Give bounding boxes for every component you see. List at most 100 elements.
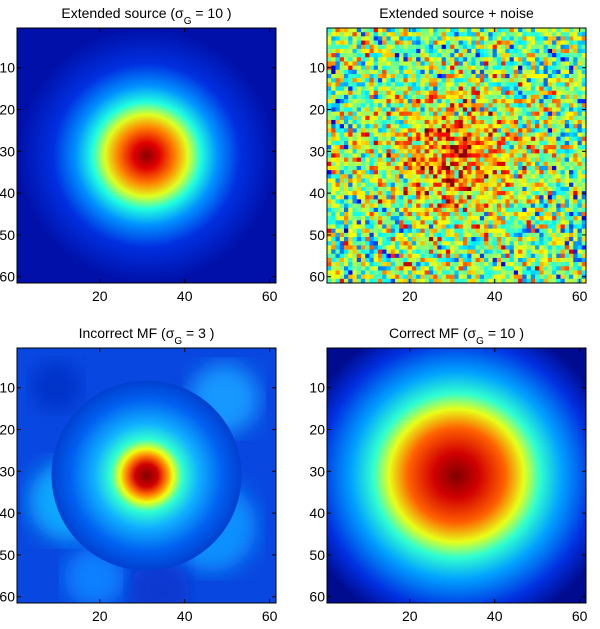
noise-cell: [382, 32, 387, 37]
noise-cell: [488, 32, 493, 37]
noise-cell: [518, 69, 523, 75]
noise-cell: [573, 40, 578, 46]
noise-cell: [543, 245, 549, 250]
noise-cell: [496, 119, 502, 125]
noise-cell: [462, 153, 468, 158]
noise-cell: [420, 207, 425, 213]
noise-cell: [399, 182, 404, 188]
noise-cell: [522, 178, 527, 183]
x-tick-label: 20: [402, 288, 418, 304]
noise-cell: [360, 224, 366, 229]
noise-cell: [488, 195, 493, 200]
noise-cell: [560, 40, 566, 46]
noise-cell: [462, 86, 468, 92]
noise-cell: [560, 107, 566, 112]
noise-cell: [581, 119, 586, 125]
noise-cell: [403, 178, 408, 183]
noise-cell: [454, 211, 459, 217]
noise-cell: [530, 145, 536, 150]
noise-cell: [373, 178, 379, 183]
noise-cell: [450, 157, 455, 163]
noise-cell: [467, 157, 472, 163]
noise-cell: [369, 257, 375, 263]
noise-cell: [543, 207, 549, 213]
noise-cell: [530, 32, 536, 37]
noise-cell: [331, 32, 336, 37]
noise-cell: [556, 220, 561, 225]
noise-cell: [445, 216, 451, 221]
noise-cell: [377, 149, 383, 154]
noise-cell: [505, 224, 510, 229]
noise-cell: [526, 111, 532, 117]
noise-cell: [505, 211, 510, 217]
noise-cell: [352, 257, 358, 263]
noise-cell: [552, 149, 557, 154]
noise-cell: [428, 245, 434, 250]
noise-cell: [339, 86, 345, 92]
noise-cell: [450, 73, 455, 79]
noise-cell: [535, 82, 540, 87]
noise-cell: [581, 94, 586, 100]
noise-cell: [505, 145, 510, 150]
noise-cell: [386, 132, 391, 137]
noise-cell: [560, 99, 566, 104]
noise-cell: [356, 90, 362, 96]
noise-cell: [543, 32, 549, 37]
noise-cell: [428, 228, 434, 234]
noise-cell: [369, 270, 375, 275]
noise-cell: [509, 249, 515, 255]
noise-cell: [348, 270, 353, 275]
noise-cell: [454, 249, 459, 255]
noise-cell: [399, 145, 404, 150]
noise-cell: [339, 174, 345, 179]
noise-cell: [339, 186, 345, 192]
noise-cell: [394, 161, 400, 167]
noise-cell: [433, 90, 438, 96]
noise-cell: [505, 82, 510, 87]
noise-cell: [462, 107, 468, 112]
y-tick-label: 60: [309, 269, 325, 285]
noise-cell: [547, 257, 553, 263]
noise-cell: [331, 90, 336, 96]
noise-cell: [445, 241, 451, 246]
noise-cell: [492, 124, 498, 129]
noise-cell: [339, 182, 345, 188]
noise-cell: [556, 211, 561, 217]
noise-cell: [365, 253, 370, 259]
noise-cell: [424, 228, 430, 234]
noise-cell: [564, 266, 570, 271]
noise-cell: [360, 36, 366, 41]
noise-cell: [352, 119, 358, 125]
noise-cell: [484, 132, 489, 137]
noise-cell: [428, 40, 434, 46]
noise-cell: [539, 57, 544, 62]
noise-cell: [428, 170, 434, 175]
noise-cell: [433, 65, 438, 71]
noise-cell: [569, 36, 574, 41]
noise-cell: [569, 90, 574, 96]
noise-cell: [369, 203, 375, 209]
noise-cell: [462, 262, 468, 267]
noise-cell: [407, 132, 413, 137]
noise-cell: [543, 73, 549, 79]
noise-cell: [399, 237, 404, 242]
noise-cell: [509, 199, 515, 204]
noise-cell: [437, 78, 442, 83]
noise-cell: [377, 103, 383, 108]
noise-cell: [556, 78, 561, 83]
noise-cell: [382, 157, 387, 163]
noise-cell: [458, 140, 464, 146]
noise-cell: [394, 207, 400, 213]
noise-cell: [458, 270, 464, 275]
noise-cell: [488, 57, 493, 62]
noise-cell: [526, 61, 532, 66]
noise-cell: [356, 65, 362, 71]
noise-cell: [552, 165, 557, 171]
noise-cell: [407, 241, 413, 246]
noise-cell: [573, 157, 578, 163]
noise-cell: [564, 36, 570, 41]
noise-cell: [365, 195, 370, 200]
noise-cell: [454, 237, 459, 242]
noise-cell: [560, 115, 566, 121]
noise-cell: [564, 262, 570, 267]
